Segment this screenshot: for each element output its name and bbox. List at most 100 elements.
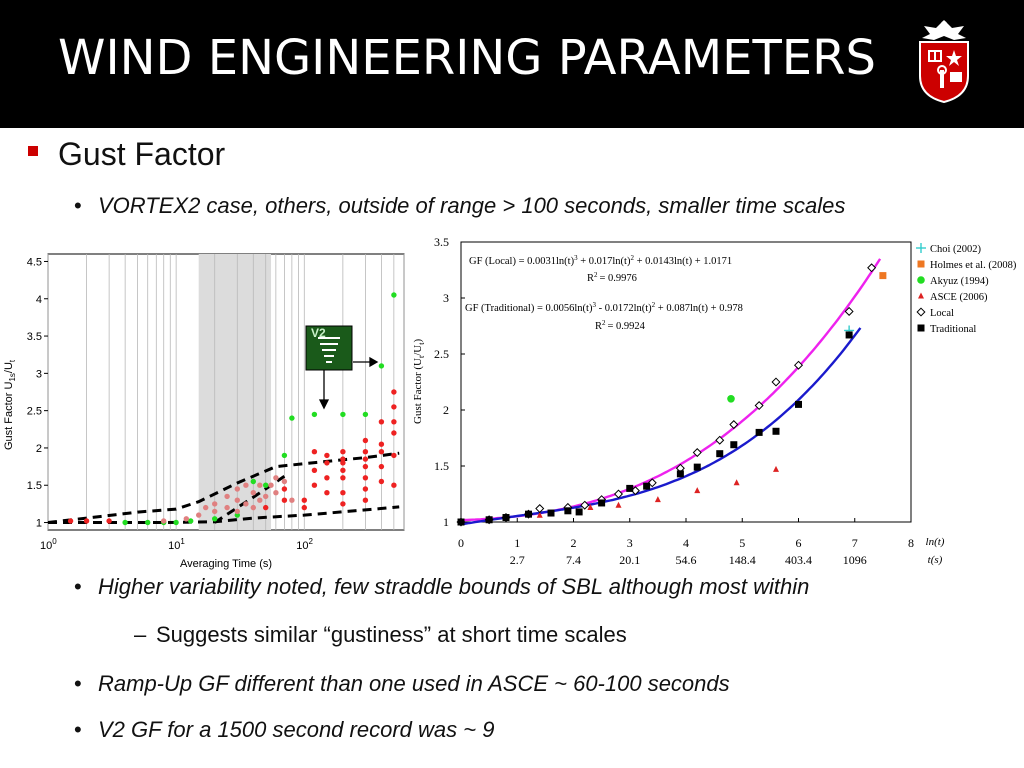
equation-local: GF (Local) = 0.0031ln(t)3 + 0.017ln(t)2 … [469,254,732,267]
x-tick-label: 8 [908,536,914,550]
data-point [243,482,249,488]
x-tick-label: 4 [683,536,689,550]
y-tick-label: 1 [443,515,449,529]
data-point [378,449,385,455]
data-point [587,503,594,510]
sub-bullet-vortex2: • VORTEX2 case, others, outside of range … [74,193,845,219]
left-chart-bounds [47,451,400,524]
legend-label: Akyuz (1994) [930,276,989,287]
x-tick-time-label: 403.4 [785,553,812,567]
data-point [324,452,330,459]
data-point [324,475,330,481]
data-point [457,518,465,526]
data-point [340,449,346,455]
data-point [502,514,510,522]
x-tick-label: 3 [627,536,633,550]
right-chart-x-ticks: 0 1 2 3 4 5 6 7 8 2.7 7.4 20.1 54.6 148.4 403.4 1096 [458,518,914,567]
bound-line [48,505,400,524]
data-point [391,419,397,425]
sub-bullet-ramp-up-text: Ramp-Up GF different than one used in AS… [98,671,730,696]
data-point [391,430,397,436]
data-point [485,516,493,524]
data-point [263,504,269,511]
data-point [106,518,112,524]
bullet-gust-factor-text: Gust Factor [58,136,226,172]
data-point [340,460,346,466]
data-point [234,497,240,503]
data-point [281,486,288,492]
bound-line [213,475,286,524]
data-point [340,475,346,481]
legend-marker [918,292,924,299]
x-tick-time-label: 2.7 [510,553,525,567]
data-point [536,511,543,518]
equation-traditional: GF (Traditional) = 0.0056ln(t)3 - 0.0172… [465,301,743,314]
right-chart-y-label: Gust Factor (Ut/Ut) [412,339,426,424]
eagle-crest [922,20,966,40]
y-tick-label: 1 [36,518,42,530]
y-tick-label: 2.5 [434,347,449,361]
data-point [224,493,230,500]
data-point [647,478,657,488]
data-point [793,360,804,370]
data-point [301,497,307,503]
bullet-dash-icon: – [134,622,147,647]
data-point [234,508,240,515]
right-chart-y-ticks: 1 1.5 2 2.5 3 3.5 [434,235,465,529]
bullet-square-icon [28,145,38,156]
data-point [362,486,369,492]
data-point [263,493,269,500]
data-point [324,490,330,496]
data-point [311,449,318,455]
data-point [340,456,346,462]
data-point [535,504,545,514]
y-tick-label: 3 [443,291,449,305]
y-tick-label: 3.5 [434,235,449,249]
data-point [754,401,764,411]
x-tick-label: 2 [571,536,577,550]
sub-bullet-variability-text: Higher variability noted, few straddle b… [98,574,810,599]
right-chart-x-label: ln(t) [926,536,945,548]
data-point [362,475,369,481]
x-tick-time-label: 20.1 [619,553,640,567]
slide-title: WIND ENGINEERING PARAMETERS [58,30,876,86]
data-point [340,411,346,418]
legend-label: Choi (2002) [930,244,982,255]
data-point [693,463,701,471]
data-point [391,292,397,298]
data-point [547,509,555,517]
data-point [362,437,369,444]
data-point [263,482,269,488]
x-tick-label: 102 [296,537,313,552]
data-point [613,489,624,499]
x-tick-time-label: 148.4 [729,553,756,567]
data-point [727,395,735,403]
data-point [224,504,230,511]
data-point [362,463,369,470]
data-point [733,479,740,486]
left-chart-y-ticks: 1 1.5 2 2.5 3 3.5 4 4.5 [27,256,48,530]
x-tick-label: 100 [40,537,57,552]
data-point [250,478,256,485]
star-icon [946,50,962,66]
data-point [273,490,279,496]
legend-label: Holmes et al. (2008) [930,260,1017,271]
data-point [257,497,263,503]
data-point [161,518,167,524]
data-point [598,499,606,507]
data-point [378,441,385,447]
data-point [203,504,209,511]
r-squared-local: R2 = 0.9976 [587,271,637,284]
x-tick-label: 6 [796,536,802,550]
data-point [273,475,279,481]
data-point [626,484,634,492]
data-point [773,465,779,472]
data-point [391,452,397,459]
data-point [257,482,263,488]
data-point [575,508,583,516]
x-tick-label: 0 [458,536,464,550]
left-chart-gridlines [47,254,405,530]
sub-bullet-v2-gf: • V2 GF for a 1500 second record was ~ 9 [74,717,494,743]
data-point [716,450,724,458]
data-point [362,449,369,455]
